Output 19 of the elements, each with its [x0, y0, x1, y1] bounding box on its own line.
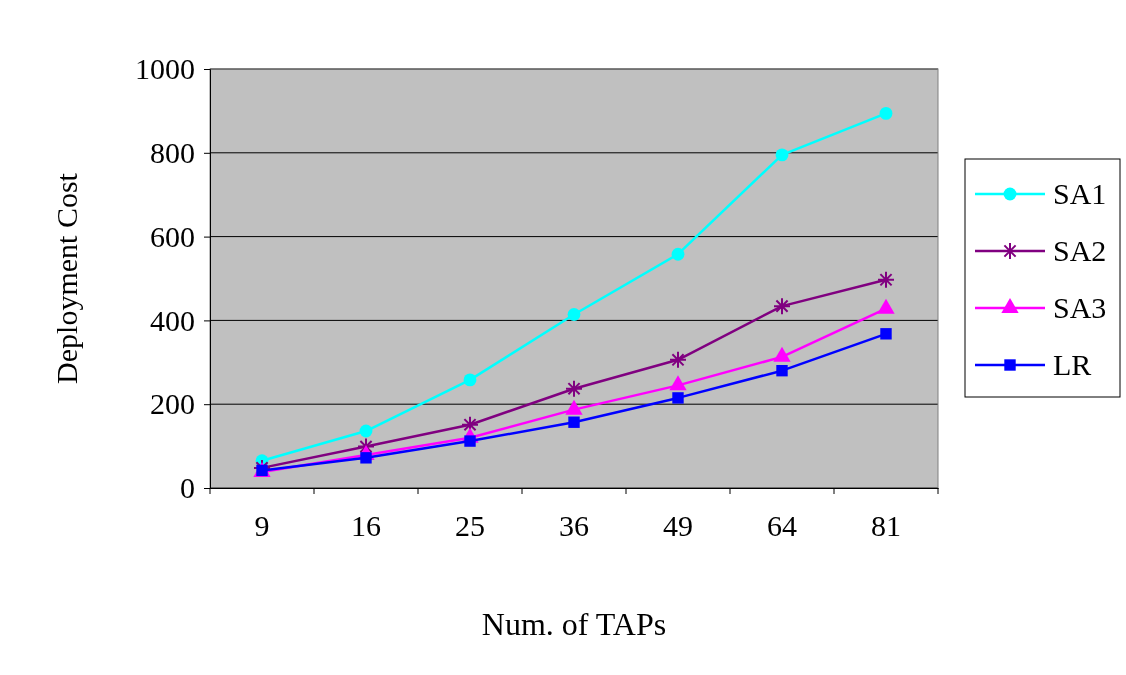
- x-tick-label: 49: [663, 509, 693, 542]
- legend-label: SA1: [1053, 177, 1107, 210]
- legend-label: LR: [1053, 348, 1092, 381]
- x-tick-label: 25: [455, 509, 485, 542]
- x-tick-label: 16: [351, 509, 381, 542]
- y-tick-label: 400: [150, 303, 195, 337]
- y-tick-label: 600: [150, 219, 195, 253]
- x-tick-label: 9: [254, 509, 270, 542]
- y-axis-title: Deployment Cost: [50, 172, 83, 384]
- x-tick-label: 64: [767, 509, 797, 542]
- y-tick-label: 200: [150, 387, 195, 421]
- y-tick-label: 0: [180, 471, 195, 505]
- x-tick-label: 81: [871, 509, 901, 542]
- y-tick-label: 800: [150, 135, 195, 169]
- x-axis-title: Num. of TAPs: [481, 606, 667, 642]
- x-tick-label: 36: [559, 509, 589, 542]
- y-tick-label: 1000: [135, 52, 195, 86]
- legend-label: SA3: [1053, 291, 1107, 324]
- legend-label: SA2: [1053, 234, 1107, 267]
